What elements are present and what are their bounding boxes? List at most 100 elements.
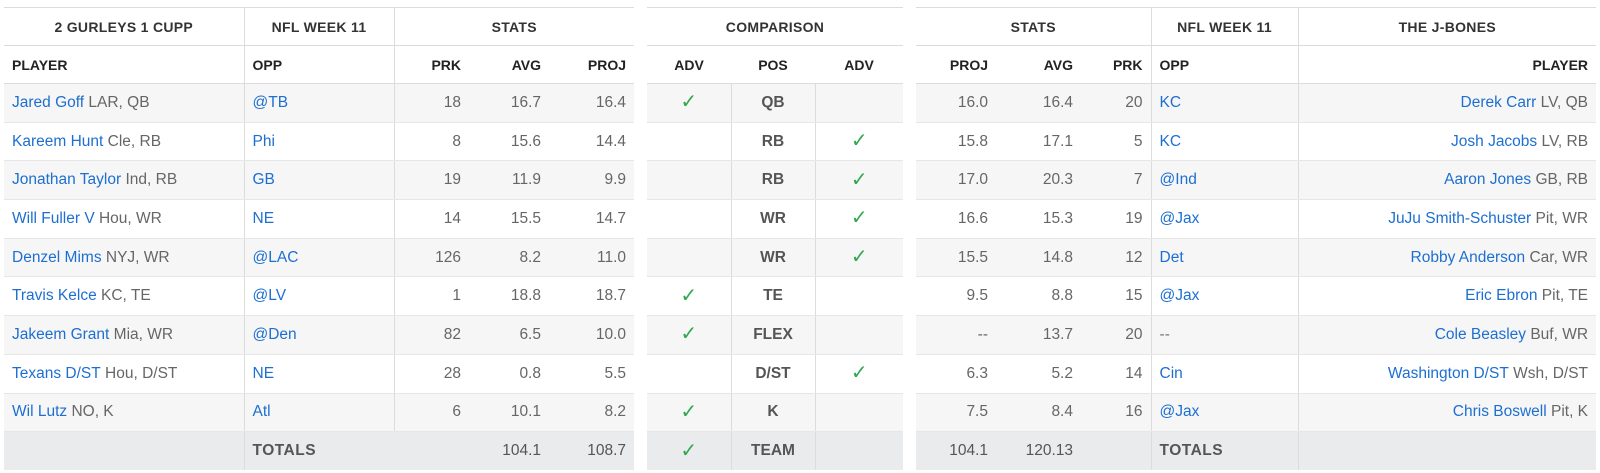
player-team-position: LV, QB: [1540, 93, 1589, 111]
opponent-link[interactable]: NE: [252, 209, 275, 227]
player-name-link[interactable]: Jonathan Taylor: [12, 171, 122, 189]
checkmark-icon: ✓: [850, 207, 868, 230]
comparison-table: COMPARISON ADV POS ADV ✓ QB RB ✓ RB ✓ WR ✓ WR ✓ ✓ T…: [647, 7, 903, 471]
right-totals-row: 104.1 120.13 TOTALS: [916, 431, 1597, 471]
left-col-player[interactable]: PLAYER: [4, 45, 245, 84]
right-player-cell: Chris Boswell Pit, K: [1298, 393, 1597, 433]
right-table-row: 7.5 8.4 16 @Jax Chris Boswell Pit, K: [916, 393, 1597, 433]
right-opp-cell: @Ind: [1151, 160, 1299, 201]
right-avg-value: 15.3: [996, 199, 1081, 239]
comparison-row: D/ST ✓: [647, 354, 903, 394]
advantage-cell: ✓: [815, 238, 903, 278]
player-name-link[interactable]: Texans D/ST: [12, 364, 101, 382]
checkmark-icon: ✓: [850, 362, 868, 385]
opponent-link[interactable]: @Jax: [1159, 403, 1200, 421]
left-avg-value: 6.5: [469, 315, 549, 355]
right-col-avg[interactable]: AVG: [996, 45, 1081, 84]
left-col-proj[interactable]: PROJ: [549, 45, 635, 84]
opponent-link[interactable]: Phi: [252, 132, 275, 150]
opponent-link[interactable]: Cin: [1159, 364, 1183, 382]
player-name-link[interactable]: Aaron Jones: [1444, 171, 1532, 189]
left-col-avg[interactable]: AVG: [469, 45, 549, 84]
right-col-player[interactable]: PLAYER: [1298, 45, 1597, 84]
opponent-link[interactable]: Det: [1159, 248, 1184, 266]
left-opp-cell: @Den: [244, 315, 395, 355]
player-name-link[interactable]: Denzel Mims: [12, 248, 102, 266]
left-col-prk[interactable]: PRK: [394, 45, 469, 84]
left-team-table: 2 GURLEYS 1 CUPP NFL WEEK 11 STATS PLAYE…: [4, 7, 635, 471]
player-name-link[interactable]: Jakeem Grant: [12, 325, 110, 343]
right-player-cell: Eric Ebron Pit, TE: [1298, 276, 1597, 317]
left-opp-cell: Phi: [244, 122, 395, 162]
left-col-opp[interactable]: OPP: [244, 45, 395, 84]
advantage-cell: ✓: [815, 122, 903, 162]
player-name-link[interactable]: Josh Jacobs: [1451, 132, 1538, 150]
right-proj-value: 9.5: [916, 276, 996, 317]
right-avg-value: 20.3: [996, 160, 1081, 201]
right-opp-cell: Cin: [1151, 354, 1299, 394]
right-col-opp[interactable]: OPP: [1151, 45, 1299, 84]
position-label: WR: [730, 199, 816, 239]
player-name-link[interactable]: Kareem Hunt: [12, 132, 104, 150]
right-prk-value: 14: [1081, 354, 1152, 394]
player-team-position: Ind, RB: [125, 171, 178, 189]
opponent-link[interactable]: NE: [252, 364, 275, 382]
left-prk-value: 14: [394, 199, 469, 239]
right-avg-value: 13.7: [996, 315, 1081, 355]
player-name-link[interactable]: Will Fuller V: [12, 209, 95, 227]
left-totals-label: TOTALS: [244, 431, 394, 471]
opponent-link[interactable]: KC: [1159, 93, 1182, 111]
right-avg-value: 8.8: [996, 276, 1081, 317]
opponent-link[interactable]: @Ind: [1159, 171, 1197, 189]
opponent-link[interactable]: @LAC: [252, 248, 299, 266]
left-player-cell: Jonathan Taylor Ind, RB: [4, 160, 245, 201]
right-table-row: 16.6 15.3 19 @Jax JuJu Smith-Schuster Pit, W…: [916, 199, 1597, 239]
left-avg-value: 11.9: [469, 160, 549, 201]
left-prk-value: 6: [394, 393, 469, 433]
opponent-link[interactable]: GB: [252, 171, 275, 189]
right-totals-spacer: [1298, 431, 1597, 471]
left-table-row: Kareem Hunt Cle, RB Phi 8 15.6 14.4: [4, 122, 635, 162]
opponent-link[interactable]: @Jax: [1159, 209, 1200, 227]
right-col-prk[interactable]: PRK: [1081, 45, 1152, 84]
left-player-cell: Texans D/ST Hou, D/ST: [4, 354, 245, 394]
left-opp-cell: Atl: [244, 393, 395, 433]
right-totals-avg: 120.13: [996, 431, 1081, 471]
left-opp-cell: NE: [244, 354, 395, 394]
player-name-link[interactable]: Washington D/ST: [1387, 364, 1509, 382]
player-name-link[interactable]: JuJu Smith-Schuster: [1388, 209, 1532, 227]
player-team-position: Mia, WR: [113, 325, 174, 343]
left-proj-value: 11.0: [549, 238, 635, 278]
advantage-cell: ✓: [647, 315, 731, 355]
right-col-proj[interactable]: PROJ: [916, 45, 996, 84]
advantage-cell: [815, 83, 903, 123]
player-name-link[interactable]: Eric Ebron: [1465, 287, 1538, 305]
right-prk-value: 12: [1081, 238, 1152, 278]
player-team-position: Wsh, D/ST: [1513, 364, 1589, 382]
left-table-row: Travis Kelce KC, TE @LV 1 18.8 18.7: [4, 276, 635, 317]
right-table-row: 15.5 14.8 12 Det Robby Anderson Car, WR: [916, 238, 1597, 278]
player-name-link[interactable]: Jared Goff: [12, 93, 85, 111]
player-name-link[interactable]: Wil Lutz: [12, 403, 68, 421]
player-name-link[interactable]: Robby Anderson: [1410, 248, 1526, 266]
right-proj-value: 16.0: [916, 83, 996, 123]
right-proj-value: 6.3: [916, 354, 996, 394]
opponent-link[interactable]: @Den: [252, 325, 297, 343]
player-name-link[interactable]: Travis Kelce: [12, 287, 97, 305]
advantage-cell: ✓: [815, 354, 903, 394]
opponent-link[interactable]: @Jax: [1159, 287, 1200, 305]
left-team-name: 2 GURLEYS 1 CUPP: [4, 7, 245, 46]
player-name-link[interactable]: Cole Beasley: [1434, 325, 1527, 343]
comparison-row: ✓ FLEX: [647, 315, 903, 355]
opponent-link[interactable]: @LV: [252, 287, 287, 305]
right-totals-proj: 104.1: [916, 431, 996, 471]
player-name-link[interactable]: Chris Boswell: [1452, 403, 1547, 421]
right-stats-header: STATS: [916, 7, 1152, 46]
opponent-link[interactable]: @TB: [252, 93, 289, 111]
player-team-position: Car, WR: [1529, 248, 1589, 266]
player-name-link[interactable]: Derek Carr: [1460, 93, 1537, 111]
right-prk-value: 19: [1081, 199, 1152, 239]
opponent-link[interactable]: KC: [1159, 132, 1182, 150]
opponent-link[interactable]: Atl: [252, 403, 271, 421]
left-avg-value: 15.6: [469, 122, 549, 162]
